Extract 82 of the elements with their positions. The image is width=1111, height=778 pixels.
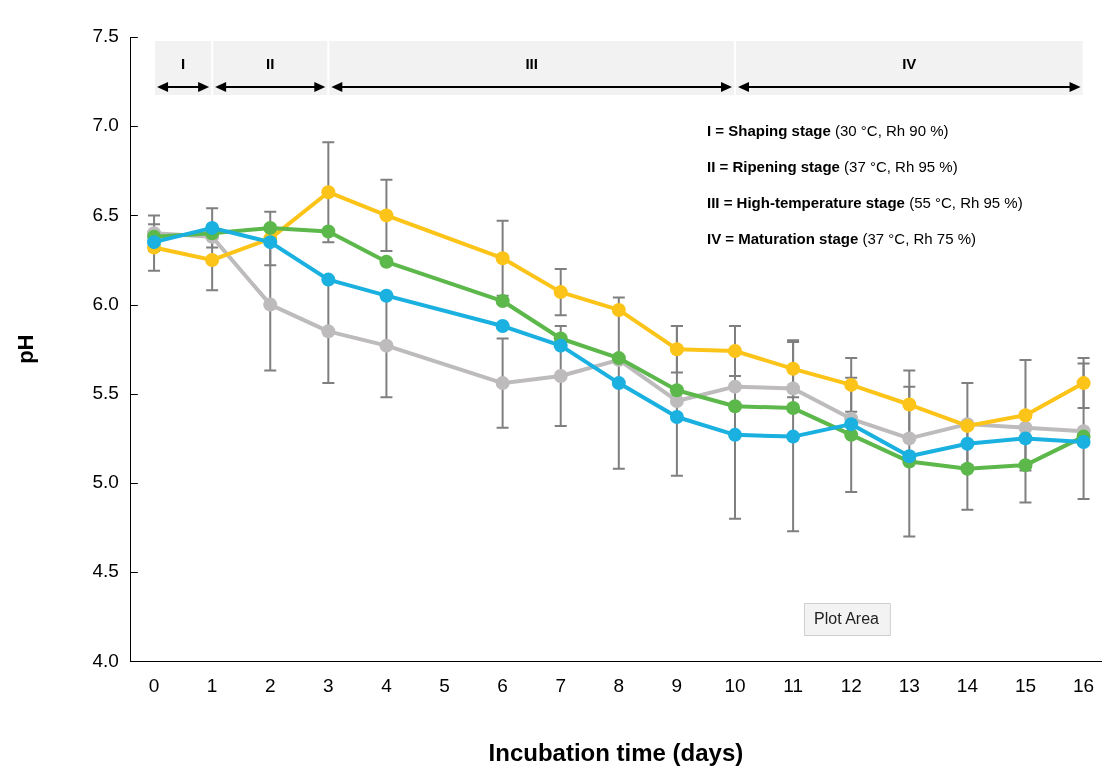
x-tick-label: 11 <box>783 675 803 697</box>
point <box>1018 408 1033 423</box>
point <box>728 343 742 358</box>
point <box>379 254 394 269</box>
x-tick-label: 5 <box>439 675 450 697</box>
point <box>844 417 859 432</box>
x-tick-label: 2 <box>264 675 276 697</box>
point <box>553 285 568 300</box>
band-label: II <box>266 55 275 73</box>
annotation: I = Shaping stage (30 °C, Rh 90 %) <box>707 122 949 140</box>
point <box>379 288 394 303</box>
y-tick-label: 7.5 <box>92 25 119 47</box>
point <box>611 376 626 391</box>
point <box>728 379 742 394</box>
point <box>321 272 336 287</box>
y-tick-label: 5.0 <box>92 471 119 493</box>
annotation: Plot Area <box>814 610 880 628</box>
y-tick-label: 6.0 <box>92 292 119 314</box>
point <box>611 302 626 317</box>
point <box>263 220 278 235</box>
point <box>205 220 220 235</box>
x-tick-label: 3 <box>323 675 334 697</box>
point <box>495 376 510 391</box>
x-tick-label: 14 <box>956 675 979 697</box>
x-tick-label: 1 <box>206 675 218 697</box>
point <box>495 251 510 266</box>
y-tick-label: 7.0 <box>92 114 119 136</box>
x-tick-label: 9 <box>671 675 683 697</box>
x-tick-label: 8 <box>613 675 625 697</box>
point <box>495 294 510 309</box>
point <box>902 431 917 446</box>
point <box>205 253 220 267</box>
point <box>728 427 742 442</box>
y-tick-label: 4.5 <box>92 560 119 582</box>
point <box>1018 458 1033 473</box>
x-tick-label: 6 <box>497 675 508 697</box>
point <box>321 224 336 239</box>
point <box>553 338 568 353</box>
point <box>786 381 801 396</box>
annotation: III = High-temperature stage (55 °C, Rh 95 %) <box>707 194 1023 212</box>
point <box>495 319 510 334</box>
point <box>321 185 336 200</box>
y-tick-label: 5.5 <box>92 382 119 404</box>
x-tick-label: 16 <box>1073 675 1095 697</box>
point <box>263 235 278 250</box>
x-tick-label: 13 <box>898 675 920 697</box>
point <box>786 429 801 444</box>
point <box>902 449 917 464</box>
point <box>960 461 975 476</box>
y-tick-label: 6.5 <box>92 203 119 225</box>
point <box>669 409 684 424</box>
point <box>553 368 568 383</box>
band-label: I <box>181 55 186 73</box>
point <box>786 401 801 416</box>
point <box>379 208 394 223</box>
x-axis-title: Incubation time (days) <box>488 739 744 767</box>
y-axis-title: pH <box>13 334 39 364</box>
point <box>844 377 859 392</box>
point <box>902 397 917 412</box>
band-label: IV <box>902 55 917 73</box>
point <box>321 324 336 339</box>
point <box>669 383 684 398</box>
x-tick-label: 4 <box>381 675 393 697</box>
x-tick-label: 7 <box>555 675 567 697</box>
x-tick-label: 12 <box>840 675 862 697</box>
point <box>960 436 975 451</box>
x-tick-label: 10 <box>724 675 746 697</box>
band-label: III <box>525 55 538 73</box>
point <box>1076 434 1091 449</box>
point <box>147 235 162 250</box>
point <box>669 342 684 357</box>
point <box>263 297 278 312</box>
annotation: IV = Maturation stage (37 °C, Rh 75 %) <box>707 230 976 248</box>
point <box>1076 376 1091 391</box>
x-tick-label: 0 <box>148 675 160 697</box>
point <box>1018 431 1033 446</box>
point <box>728 399 742 414</box>
y-tick-label: 4.0 <box>92 649 119 671</box>
x-tick-label: 15 <box>1014 675 1037 697</box>
point <box>786 361 801 376</box>
point <box>379 338 394 353</box>
annotation: II = Ripening stage (37 °C, Rh 95 %) <box>707 158 958 176</box>
